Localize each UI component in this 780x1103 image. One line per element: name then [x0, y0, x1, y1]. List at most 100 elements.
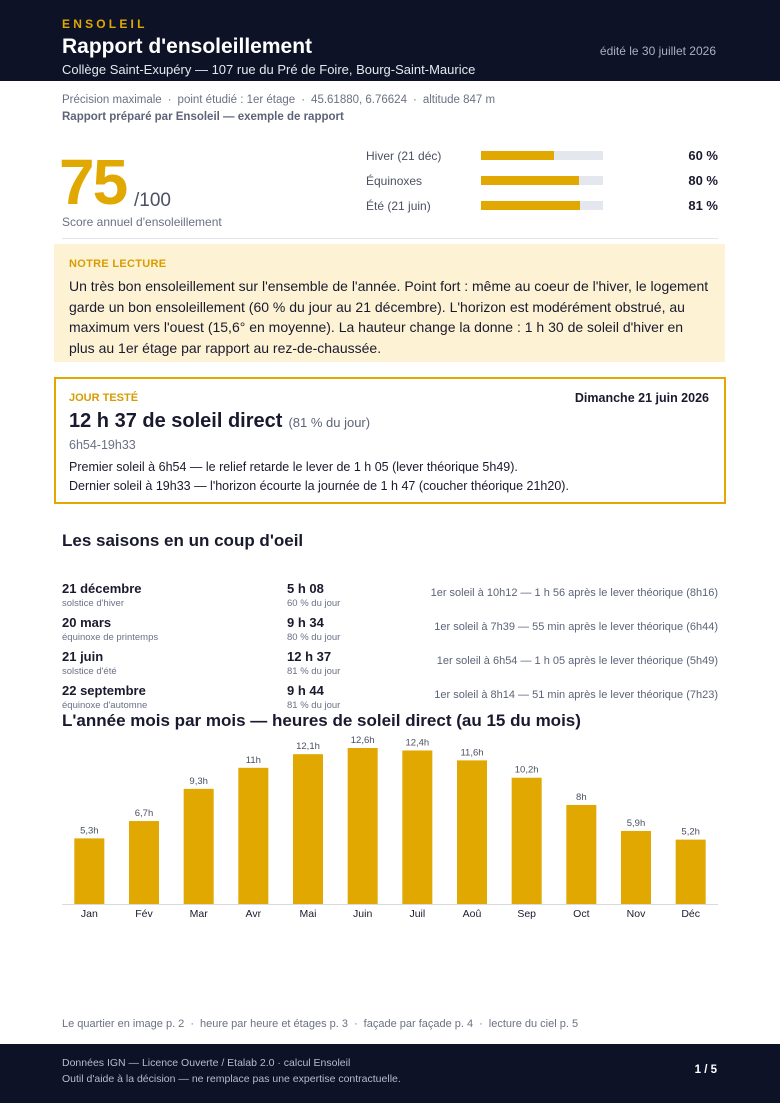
chart-month-label: Sep: [517, 908, 536, 920]
report-header: ENSOLEIL Rapport d'ensoleillement Collèg…: [0, 0, 780, 81]
season-bar-fill: [481, 151, 555, 160]
season-note: 1er soleil à 8h14 — 51 min après le leve…: [434, 689, 718, 701]
score-max: /100: [134, 190, 171, 211]
season-bar-label: Équinoxes: [366, 174, 423, 188]
season-bar-winter: Hiver (21 déc) 60 %: [366, 146, 718, 166]
test-day-first-sun: Premier soleil à 6h54 — le relief retard…: [69, 460, 518, 474]
season-note: 1er soleil à 7h39 — 55 min après le leve…: [434, 621, 718, 633]
season-bar-percent: 80 %: [688, 173, 718, 188]
monthly-sun-chart: 5,3h Jan 6,7h Fév 9,3h Mar 11h Avr 12,1h Mai 12,6h…: [62, 735, 718, 920]
test-day-heading: JOUR TESTÉ: [69, 392, 139, 404]
chart-bar-label: 11h: [246, 755, 261, 766]
edition-date: édité le 30 juillet 2026: [599, 44, 716, 58]
report-footer: Données IGN — Licence Ouverte / Etalab 2…: [0, 1044, 780, 1103]
season-date: 20 mars: [62, 615, 112, 630]
season-bar-track: [481, 176, 603, 185]
season-row: 21 juin solstice d'été 12 h 37 81 % du j…: [62, 649, 718, 679]
chart-month-label: Avr: [246, 908, 262, 920]
score-label: Score annuel d'ensoleillement: [62, 215, 222, 229]
chart-bar-label: 9,3h: [189, 776, 208, 787]
chart-bar: [511, 777, 542, 904]
season-hours-pct: 80 % du jour: [287, 632, 341, 643]
chart-bar: [293, 754, 323, 904]
reading-text: Un très bon ensoleillement sur l'ensembl…: [69, 278, 709, 356]
test-day-range: 6h54-19h33: [69, 438, 136, 452]
chart-month-label: Mar: [190, 908, 209, 920]
chart-bar: [566, 804, 597, 904]
chart-bar: [621, 830, 651, 904]
season-row: 21 décembre solstice d'hiver 5 h 08 60 %…: [62, 581, 718, 611]
chart-bar-label: 5,2h: [681, 827, 700, 838]
page-links: Le quartier en image p. 2 · heure par heur…: [62, 1018, 579, 1030]
link-hourly[interactable]: heure par heure et étages p. 3: [199, 1018, 348, 1030]
season-note: 1er soleil à 6h54 — 1 h 05 après le leve…: [436, 655, 718, 667]
season-bar-equinox: Équinoxes 80 %: [366, 171, 718, 191]
footer-source: Données IGN — Licence Ouverte / Etalab 2…: [62, 1057, 351, 1069]
season-date-sub: solstice d'été: [62, 666, 117, 677]
footer-disclaimer: Outil d'aide à la décision — ne remplace…: [62, 1073, 401, 1085]
chart-bar-label: 5,9h: [627, 818, 646, 829]
season-date: 21 décembre: [62, 581, 142, 596]
chart-month-label: Oct: [573, 908, 589, 920]
season-hours: 12 h 37: [287, 649, 332, 664]
test-day-last-sun: Dernier soleil à 19h33 — l'horizon écour…: [69, 479, 569, 493]
season-hours-pct: 81 % du jour: [287, 666, 341, 677]
prepared-by: Rapport préparé par Ensoleil — exemple d…: [62, 111, 344, 123]
link-neighbourhood[interactable]: Le quartier en image p. 2: [62, 1018, 185, 1030]
season-bar-summer: Été (21 juin) 81 %: [366, 196, 718, 216]
season-hours-pct: 60 % du jour: [287, 598, 341, 609]
seasons-title: Les saisons en un coup d'oeil: [62, 531, 304, 550]
chart-month-label: Juin: [353, 908, 372, 920]
chart-bar-label: 12,6h: [351, 735, 375, 746]
reading-heading: NOTRE LECTURE: [69, 258, 167, 270]
chart-month-label: Jan: [81, 908, 98, 920]
season-bar-track: [481, 201, 603, 210]
season-bar-label: Hiver (21 déc): [366, 149, 442, 163]
meta-line: Précision maximale · point étudié : 1er ét…: [62, 94, 496, 106]
chart-bar: [457, 760, 487, 904]
season-bar-track: [481, 151, 603, 160]
season-bar-percent: 81 %: [688, 198, 718, 213]
meta-point: point étudié : 1er étage: [177, 94, 296, 106]
season-date: 22 septembre: [62, 683, 146, 698]
chart-month-label: Juil: [409, 908, 425, 920]
season-bar-label: Été (21 juin): [366, 199, 431, 213]
chart-bar: [675, 839, 706, 904]
chart-month-label: Aoû: [463, 908, 482, 920]
chart-bar-label: 12,1h: [296, 741, 320, 752]
season-date-sub: équinoxe de printemps: [62, 632, 159, 643]
meta-precision: Précision maximale: [62, 94, 162, 106]
page-number: 1 / 5: [694, 1064, 717, 1076]
season-note: 1er soleil à 10h12 — 1 h 56 après le lev…: [430, 587, 718, 599]
chart-month-label: Mai: [300, 908, 317, 920]
season-date: 21 juin: [62, 649, 104, 664]
link-sky[interactable]: lecture du ciel p. 5: [488, 1018, 579, 1030]
chart-month-label: Fév: [135, 908, 153, 920]
chart-month-label: Déc: [681, 908, 700, 920]
test-day-duration-line: 12 h 37 de soleil direct (81 % du jour): [69, 410, 370, 433]
season-row: 22 septembre équinoxe d'automne 9 h 44 8…: [62, 683, 718, 713]
link-facades[interactable]: façade par façade p. 4: [363, 1018, 474, 1030]
season-hours: 9 h 34: [287, 615, 324, 630]
chart-bar: [74, 838, 105, 904]
season-date-sub: solstice d'hiver: [62, 598, 125, 609]
test-day-box: JOUR TESTÉ Dimanche 21 juin 2026 12 h 37…: [54, 377, 726, 504]
reading-callout: NOTRE LECTURE Un très bon ensoleillement…: [54, 244, 725, 362]
season-hours: 9 h 44: [287, 683, 324, 698]
season-date-sub: équinoxe d'automne: [62, 700, 148, 711]
chart-bar: [402, 750, 433, 904]
test-day-date: Dimanche 21 juin 2026: [574, 391, 709, 405]
test-day-duration: 12 h 37 de soleil direct: [69, 410, 283, 432]
chart-bar-label: 6,7h: [135, 808, 154, 819]
chart-bar: [347, 748, 378, 904]
meta-altitude: altitude 847 m: [422, 94, 496, 106]
report-title: Rapport d'ensoleillement: [62, 35, 313, 58]
test-day-percent: (81 % du jour): [288, 415, 371, 430]
chart-bar: [183, 788, 214, 904]
chart-bar-label: 5,3h: [80, 825, 99, 836]
season-hours-pct: 81 % du jour: [287, 700, 341, 711]
chart-bar-label: 10,2h: [515, 765, 539, 776]
chart-bar-label: 8h: [576, 792, 587, 803]
season-hours: 5 h 08: [287, 581, 324, 596]
chart-bar: [129, 821, 159, 904]
